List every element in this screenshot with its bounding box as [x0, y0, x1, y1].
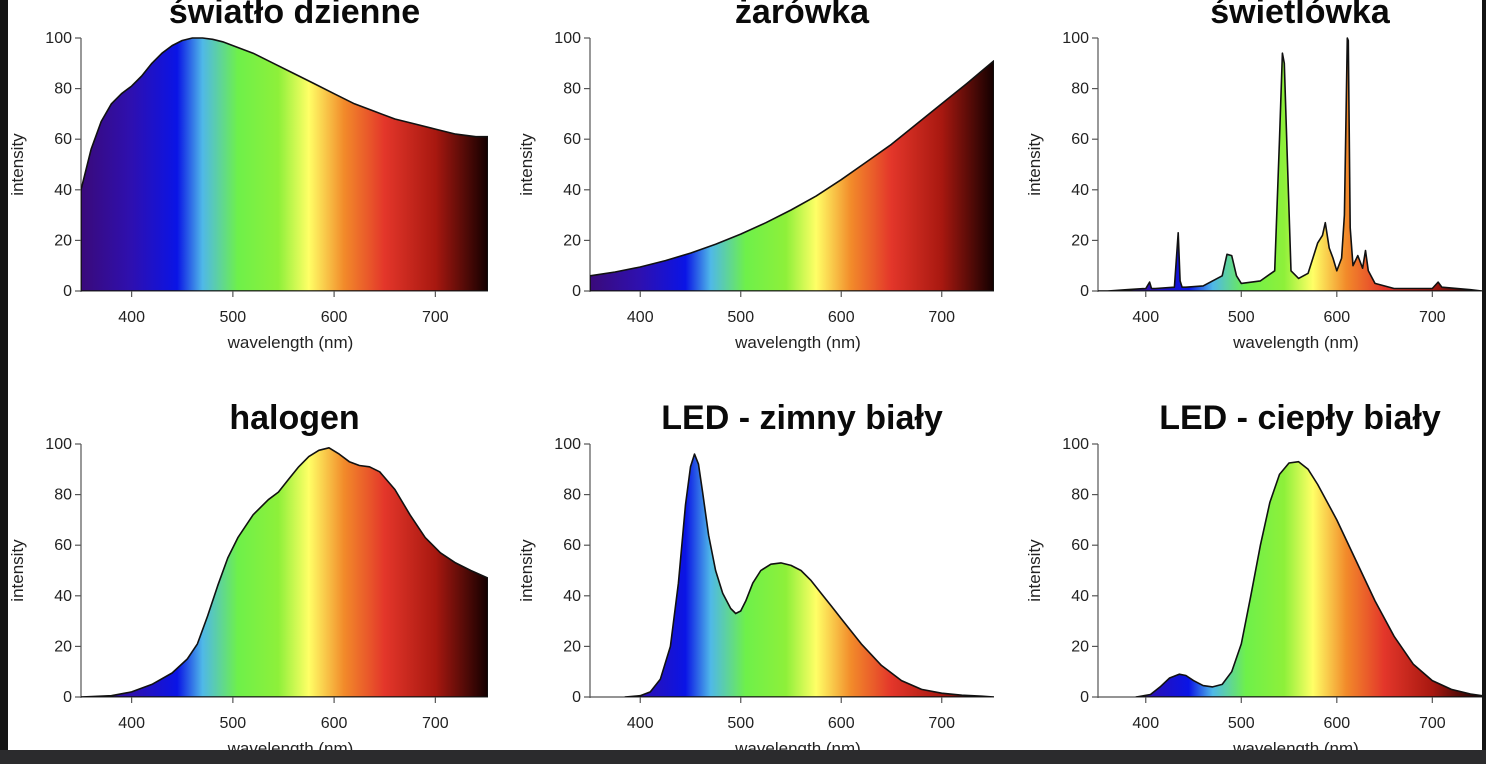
chart-2-y-tick-label: 40 — [563, 182, 581, 199]
chart-1-x-tick-label: 400 — [118, 309, 145, 326]
chart-2-y-tick-label: 0 — [572, 283, 581, 300]
chart-2-x-tick-label: 400 — [627, 309, 654, 326]
chart-1-y-tick-label: 40 — [54, 182, 72, 199]
chart-5-x-tick-label: 500 — [727, 715, 754, 732]
chart-1-y-axis-label: intensity — [8, 133, 27, 196]
chart-2-y-axis-label: intensity — [517, 133, 536, 196]
chart-5: 0 20 40 60 80 100 400 500 600 700 LED - zimny biał… — [517, 399, 994, 758]
chart-5-y-tick-label: 60 — [563, 537, 581, 554]
chart-2-y-tick-label: 100 — [554, 30, 581, 47]
chart-1-x-tick-label: 500 — [220, 309, 247, 326]
chart-5-x-tick-label: 600 — [828, 715, 855, 732]
chart-6-y-tick-label: 60 — [1071, 537, 1089, 554]
chart-1-y-tick-label: 0 — [63, 283, 72, 300]
chart-5-y-tick-label: 40 — [563, 588, 581, 605]
chart-3-x-tick-label: 700 — [1419, 309, 1446, 326]
chart-5-y-tick-label: 100 — [554, 436, 581, 453]
chart-6-x-tick-label: 700 — [1419, 715, 1446, 732]
chart-2-x-tick-label: 700 — [928, 309, 955, 326]
chart-6-y-tick-label: 100 — [1062, 436, 1089, 453]
chart-1-title: światło dzienne — [169, 0, 420, 31]
chart-2-spectrum-area — [590, 60, 994, 291]
chart-1-spectrum-area — [81, 37, 488, 291]
chart-5-y-tick-label: 80 — [563, 487, 581, 504]
right-frame-bar — [1482, 0, 1486, 764]
chart-5-y-axis-label: intensity — [517, 539, 536, 602]
chart-3-y-tick-label: 100 — [1062, 30, 1089, 47]
chart-4-y-tick-label: 80 — [54, 487, 72, 504]
chart-4-y-tick-label: 100 — [45, 436, 72, 453]
chart-1-x-tick-label: 600 — [321, 309, 348, 326]
chart-5-y-tick-label: 0 — [572, 689, 581, 706]
chart-2-x-tick-label: 600 — [828, 309, 855, 326]
chart-3-y-tick-label: 60 — [1071, 131, 1089, 148]
chart-4-x-tick-label: 500 — [220, 715, 247, 732]
chart-4-x-tick-label: 700 — [422, 715, 449, 732]
chart-6-spectrum-area — [1135, 460, 1482, 697]
chart-4-spectrum-area — [81, 447, 488, 697]
chart-3-x-tick-label: 500 — [1228, 309, 1255, 326]
chart-3-spectrum-area — [1098, 37, 1482, 291]
chart-3-y-tick-label: 0 — [1080, 283, 1089, 300]
chart-6-x-tick-label: 600 — [1323, 715, 1350, 732]
bottom-frame-bar — [0, 750, 1486, 764]
chart-4-y-tick-label: 0 — [63, 689, 72, 706]
chart-1-y-tick-label: 60 — [54, 131, 72, 148]
chart-6-y-tick-label: 80 — [1071, 487, 1089, 504]
chart-6-y-axis-label: intensity — [1025, 539, 1044, 602]
chart-3-x-tick-label: 600 — [1323, 309, 1350, 326]
chart-4-x-tick-label: 400 — [118, 715, 145, 732]
chart-4-x-tick-label: 600 — [321, 715, 348, 732]
chart-3-title: świetlówka — [1210, 0, 1391, 31]
chart-1-y-tick-label: 80 — [54, 81, 72, 98]
chart-6-y-tick-label: 40 — [1071, 588, 1089, 605]
chart-1-x-tick-label: 700 — [422, 309, 449, 326]
chart-4-y-tick-label: 40 — [54, 588, 72, 605]
left-frame-bar — [0, 0, 8, 764]
chart-3-x-tick-label: 400 — [1132, 309, 1159, 326]
chart-2: 0 20 40 60 80 100 400 500 600 700 żarówka wavelengt… — [517, 0, 994, 352]
chart-5-x-tick-label: 400 — [627, 715, 654, 732]
chart-2-x-axis-label: wavelength (nm) — [734, 333, 861, 352]
chart-6: 0 20 40 60 80 100 400 500 600 700 LED - ciepły bia… — [1025, 399, 1482, 758]
chart-1-y-tick-label: 20 — [54, 232, 72, 249]
chart-2-y-tick-label: 20 — [563, 232, 581, 249]
chart-3-y-tick-label: 20 — [1071, 232, 1089, 249]
chart-3: 0 20 40 60 80 100 400 500 600 700 świetlówka wavele… — [1025, 0, 1482, 352]
chart-3-y-tick-label: 80 — [1071, 81, 1089, 98]
chart-4-title: halogen — [229, 399, 359, 437]
chart-2-y-tick-label: 60 — [563, 131, 581, 148]
chart-2-y-tick-label: 80 — [563, 81, 581, 98]
chart-4-y-tick-label: 20 — [54, 638, 72, 655]
chart-1-y-tick-label: 100 — [45, 30, 72, 47]
chart-6-y-tick-label: 0 — [1080, 689, 1089, 706]
chart-6-x-tick-label: 500 — [1228, 715, 1255, 732]
chart-4-y-tick-label: 60 — [54, 537, 72, 554]
chart-5-x-tick-label: 700 — [928, 715, 955, 732]
chart-3-y-tick-label: 40 — [1071, 182, 1089, 199]
chart-4-y-axis-label: intensity — [8, 539, 27, 602]
chart-5-spectrum-area — [624, 453, 994, 697]
chart-6-x-tick-label: 400 — [1132, 715, 1159, 732]
chart-6-y-tick-label: 20 — [1071, 638, 1089, 655]
chart-3-x-axis-label: wavelength (nm) — [1232, 333, 1359, 352]
chart-5-title: LED - zimny biały — [661, 399, 943, 437]
chart-3-y-axis-label: intensity — [1025, 133, 1044, 196]
chart-6-title: LED - ciepły biały — [1159, 399, 1441, 437]
chart-5-y-tick-label: 20 — [563, 638, 581, 655]
chart-2-title: żarówka — [735, 0, 870, 31]
chart-1: 0 20 40 60 80 100 400 500 600 700 światło dzienne w… — [8, 0, 488, 352]
chart-2-x-tick-label: 500 — [727, 309, 754, 326]
chart-1-x-axis-label: wavelength (nm) — [227, 333, 354, 352]
